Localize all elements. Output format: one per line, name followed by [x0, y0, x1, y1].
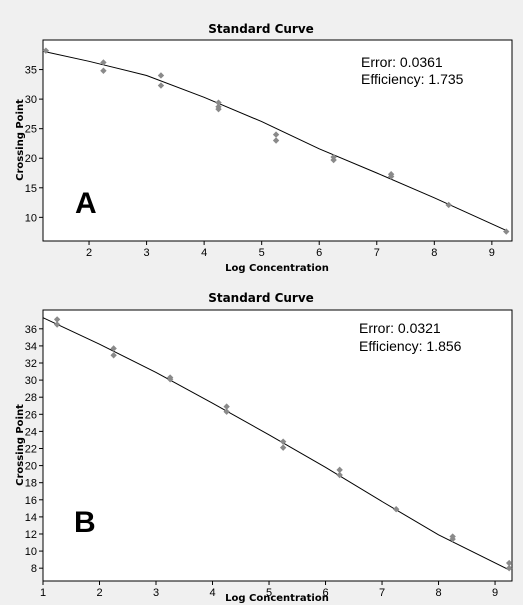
chart-b-y-tick-label: 8: [31, 563, 37, 575]
standard-curve-chart-b: Standard Curve 1 2 3 4 5 6 7 8 9 8 10 12 14 16 18 20 22 2…: [0, 290, 523, 605]
chart-a-y-tick-label: 25: [25, 124, 37, 136]
chart-a-x-tick-label: 9: [489, 247, 495, 259]
chart-b-y-tick-label: 10: [25, 546, 37, 558]
chart-a-data-point: [445, 201, 452, 209]
chart-b-data-point: [505, 564, 513, 572]
chart-a-y-tick-label: 20: [25, 153, 37, 165]
chart-a-data-point: [330, 156, 337, 164]
chart-b-y-tick-label: 12: [25, 529, 37, 541]
chart-b-y-tick-label: 36: [25, 324, 37, 336]
chart-b-y-tick-label: 32: [25, 358, 37, 370]
chart-b-data-point: [392, 505, 400, 513]
chart-a-data-point: [215, 105, 222, 113]
chart-b-data-point: [223, 408, 230, 415]
chart-b-x-tick-label: 1: [40, 587, 46, 599]
chart-a-data-point: [100, 67, 107, 74]
chart-a-x-tick-label: 7: [374, 247, 380, 259]
chart-a-data-point: [387, 173, 395, 180]
chart-a-content: 2 3 4 5 6 7 8 9 10 15 20 25 30 35: [25, 47, 510, 259]
chart-a-fit-line: [42, 50, 507, 231]
chart-b-x-axis-label: Log Concentration: [225, 593, 329, 604]
chart-b-x-tick-label: 4: [209, 587, 215, 599]
chart-b-x-tick-label: 8: [435, 587, 441, 599]
chart-a-x-tick-label: 8: [431, 247, 437, 259]
chart-b-x-tick-label: 9: [492, 587, 498, 599]
chart-b-y-tick-label: 24: [25, 426, 37, 438]
chart-b-x-tick-label: 6: [322, 587, 328, 599]
chart-a-data-point: [503, 228, 510, 235]
chart-b-x-tick-label: 5: [266, 587, 272, 599]
chart-a-x-tick-label: 5: [259, 247, 265, 259]
chart-a-y-tick-label: 10: [25, 212, 37, 224]
chart-a-data-point: [42, 47, 50, 54]
standard-curve-chart-a: Standard Curve 2 3 4 5 6 7 8 9 10 15 20 25 30 35 Erro…: [0, 0, 523, 290]
chart-a-svg: Standard Curve 2 3 4 5 6 7 8 9 10 15 20 25 30 35 Erro…: [15, 22, 513, 274]
chart-a-data-point: [272, 137, 280, 144]
chart-b-data-point: [110, 352, 117, 359]
chart-b-y-tick-label: 28: [25, 392, 37, 404]
chart-a-efficiency: Efficiency: 1.735: [361, 71, 464, 87]
chart-a-x-tick-label: 3: [144, 247, 150, 259]
chart-b-data-point: [336, 471, 343, 479]
chart-b-error: Error: 0.0321: [359, 320, 441, 336]
chart-a-y-axis-label: Crossing Point: [15, 99, 26, 181]
chart-b-data-point: [223, 403, 230, 410]
chart-a-y-tick-label: 15: [25, 183, 37, 195]
chart-a-error: Error: 0.0361: [361, 54, 443, 70]
chart-b-x-tick-label: 3: [153, 587, 159, 599]
chart-a-title: Standard Curve: [208, 22, 314, 36]
chart-b-data-point: [53, 316, 61, 323]
chart-b-title: Standard Curve: [208, 291, 314, 305]
chart-b-y-tick-label: 16: [25, 495, 37, 507]
chart-a-panel-letter: A: [75, 187, 97, 220]
chart-b-x-tick-label: 2: [96, 587, 102, 599]
chart-b-y-tick-label: 20: [25, 461, 37, 473]
chart-a-data-point: [157, 72, 165, 79]
chart-b-y-tick-label: 22: [25, 443, 37, 455]
chart-a-x-axis-label: Log Concentration: [225, 263, 329, 274]
chart-b-panel-letter: B: [74, 506, 96, 539]
chart-a-x-tick-label: 2: [86, 247, 92, 259]
chart-a-y-tick-label: 35: [25, 65, 37, 77]
chart-b-svg: Standard Curve 1 2 3 4 5 6 7 8 98101214161820222…: [15, 291, 513, 604]
chart-a-x-tick-label: 4: [201, 247, 207, 259]
chart-b-y-tick-label: 14: [25, 512, 37, 524]
chart-b-data-point: [279, 438, 287, 445]
chart-a-y-tick-label: 30: [25, 94, 37, 106]
chart-b-data-point: [279, 444, 287, 451]
chart-b-y-tick-label: 34: [25, 341, 37, 353]
chart-b-data-point: [166, 376, 174, 383]
chart-a-data-point: [215, 99, 222, 106]
chart-a-data-point: [272, 131, 280, 138]
chart-b-y-tick-label: 26: [25, 409, 37, 421]
chart-b-data-point: [53, 321, 61, 328]
chart-b-y-tick-label: 18: [25, 478, 37, 490]
chart-b-y-axis-label: Crossing Point: [15, 404, 26, 486]
chart-b-fit-line: [42, 317, 510, 571]
chart-b-x-tick-label: 7: [379, 587, 385, 599]
chart-b-efficiency: Efficiency: 1.856: [359, 338, 462, 354]
chart-b-y-tick-label: 30: [25, 375, 37, 387]
chart-a-data-point: [157, 82, 165, 89]
chart-a-data-point: [100, 59, 107, 66]
chart-b-data-point: [110, 345, 117, 352]
chart-a-x-tick-label: 6: [316, 247, 322, 259]
